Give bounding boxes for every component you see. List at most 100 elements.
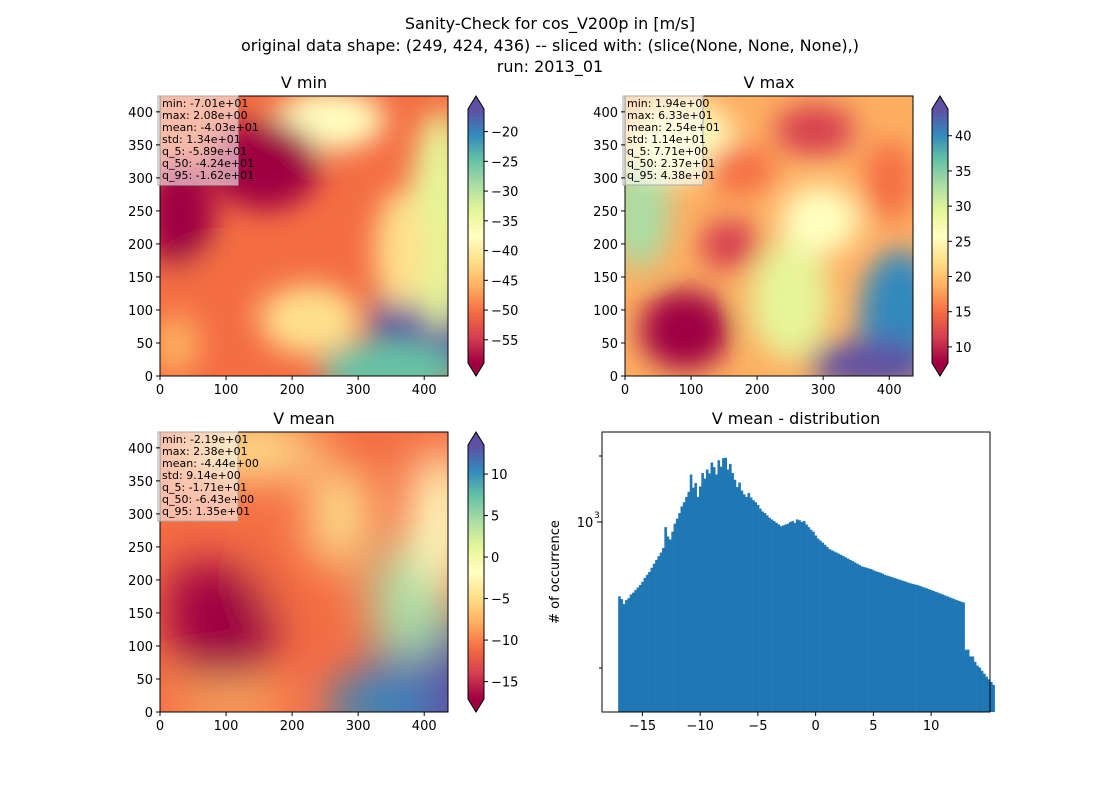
stats-box-v-min: min: -7.01e+01 max: 2.08e+00 mean: -4.03… bbox=[157, 95, 259, 186]
y-tick-exponent: 3 bbox=[594, 511, 600, 521]
colorbar-tick-label: −35 bbox=[491, 215, 518, 230]
histogram-bar bbox=[805, 524, 808, 712]
y-tick-label: 100 bbox=[128, 640, 153, 655]
y-tick-label: 200 bbox=[593, 238, 618, 253]
histogram-bar bbox=[770, 519, 774, 712]
colorbar-tick-label: −55 bbox=[491, 334, 518, 349]
x-axis-ticks: 0 100 200 300 400 bbox=[621, 376, 902, 398]
y-tick-label: 150 bbox=[128, 607, 153, 622]
histogram-bar bbox=[657, 556, 661, 712]
histogram-bar bbox=[724, 457, 728, 712]
y-tick-label: 100 bbox=[593, 304, 618, 319]
stat-line: q_5: -1.71e+01 bbox=[162, 481, 247, 494]
figure-title-line-1: Sanity-Check for cos_V200p in [m/s] bbox=[405, 14, 695, 34]
histogram-bar bbox=[918, 585, 922, 712]
x-tick-label: 300 bbox=[811, 383, 836, 398]
x-axis-ticks: 0 100 200 300 400 bbox=[156, 376, 437, 398]
histogram-bar bbox=[865, 567, 868, 712]
x-tick-label: 300 bbox=[346, 383, 371, 398]
histogram-bar bbox=[879, 572, 882, 712]
histogram-bar bbox=[745, 496, 748, 712]
histogram-bar bbox=[701, 472, 704, 712]
histogram-bar bbox=[832, 551, 836, 712]
x-tick-label: 400 bbox=[412, 383, 437, 398]
y-tick-label: 400 bbox=[128, 106, 153, 121]
histogram-bar bbox=[735, 487, 739, 712]
histogram-bar bbox=[990, 682, 993, 712]
histogram-bar bbox=[876, 571, 880, 712]
histogram-bar bbox=[858, 565, 861, 712]
histogram-bar bbox=[955, 600, 958, 712]
histogram-bar bbox=[941, 594, 945, 712]
histogram-bar bbox=[664, 527, 667, 712]
y-tick-label: 50 bbox=[136, 337, 153, 352]
histogram-bar bbox=[927, 589, 931, 712]
histogram-bar bbox=[883, 574, 887, 712]
x-tick-label: 0 bbox=[621, 383, 629, 398]
x-tick-label: 100 bbox=[214, 719, 239, 734]
histogram-bar bbox=[906, 582, 910, 712]
panel-title-v-mean: V mean bbox=[273, 409, 334, 428]
histogram-bar bbox=[936, 592, 940, 712]
histogram-bar bbox=[622, 604, 626, 712]
histogram-bars bbox=[618, 457, 995, 712]
histogram-bar bbox=[809, 529, 813, 712]
histogram-bar bbox=[800, 521, 804, 712]
figure-title-line-2: original data shape: (249, 424, 436) -- … bbox=[241, 36, 859, 55]
histogram-bar bbox=[971, 656, 975, 712]
histogram-bar bbox=[643, 577, 647, 712]
y-tick-label: 50 bbox=[601, 337, 618, 352]
histogram-bar bbox=[650, 567, 654, 712]
histogram-bar bbox=[957, 600, 961, 712]
histogram-bar bbox=[844, 557, 848, 712]
panel-title-v-min: V min bbox=[281, 73, 327, 92]
histogram-bar bbox=[860, 566, 864, 712]
histogram-bar bbox=[812, 531, 815, 712]
histogram-bar bbox=[826, 546, 829, 712]
histogram-bar bbox=[712, 467, 716, 712]
histogram-bar bbox=[869, 569, 873, 712]
stat-line: q_50: -6.43e+00 bbox=[162, 493, 254, 506]
histogram-bar bbox=[761, 511, 764, 712]
histogram-bar bbox=[913, 584, 917, 712]
histogram-bar bbox=[705, 469, 709, 712]
histogram-bar bbox=[959, 601, 963, 712]
histogram-bar bbox=[740, 490, 744, 712]
y-tick-label: 200 bbox=[128, 574, 153, 589]
colorbar-v-min: −55 −50 −45 −40 −35 −30 −25 −20 bbox=[467, 95, 518, 377]
histogram-bar bbox=[902, 580, 905, 712]
stat-line: max: 6.33e+01 bbox=[627, 109, 713, 122]
histogram-bar bbox=[969, 656, 972, 712]
x-tick-label: 0 bbox=[811, 719, 819, 734]
stat-line: mean: -4.03e+01 bbox=[162, 121, 259, 134]
colorbar-tick-label: 40 bbox=[955, 130, 972, 145]
y-axis-ticks: 0 50 100 150 200 250 300 350 400 bbox=[593, 106, 625, 385]
histogram-bar bbox=[872, 570, 875, 712]
stat-line: q_95: 4.38e+01 bbox=[627, 169, 715, 182]
histogram-bar bbox=[719, 466, 723, 712]
stat-line: q_95: 1.35e+01 bbox=[162, 505, 250, 518]
panel-v-mean: V mean min: -2.19e+01 max: 2.38e+01 bbox=[128, 409, 518, 734]
x-tick-label: 10 bbox=[923, 719, 940, 734]
histogram-bar bbox=[964, 649, 968, 712]
histogram-bar bbox=[759, 508, 762, 712]
histogram-bar bbox=[722, 458, 725, 712]
y-axis-ticks: 0 50 100 150 200 250 300 350 400 bbox=[128, 106, 160, 385]
histogram-bar bbox=[796, 519, 799, 712]
histogram-bar bbox=[749, 497, 753, 712]
histogram-bar bbox=[983, 673, 986, 712]
histogram-bar bbox=[897, 579, 901, 712]
histogram-bar bbox=[814, 535, 818, 712]
histogram-bar bbox=[939, 593, 942, 712]
stat-line: mean: 2.54e+01 bbox=[627, 121, 720, 134]
y-tick-label: 400 bbox=[593, 106, 618, 121]
histogram-bar bbox=[842, 556, 845, 712]
histogram-bar bbox=[708, 473, 711, 712]
colorbar-tick-label: −20 bbox=[491, 126, 518, 141]
histogram-bar bbox=[752, 500, 755, 712]
colorbar-tick-label: −50 bbox=[491, 304, 518, 319]
stat-line: q_95: -1.62e+01 bbox=[162, 169, 254, 182]
colorbar-tick-label: −10 bbox=[491, 634, 518, 649]
histogram-bar bbox=[821, 542, 825, 712]
